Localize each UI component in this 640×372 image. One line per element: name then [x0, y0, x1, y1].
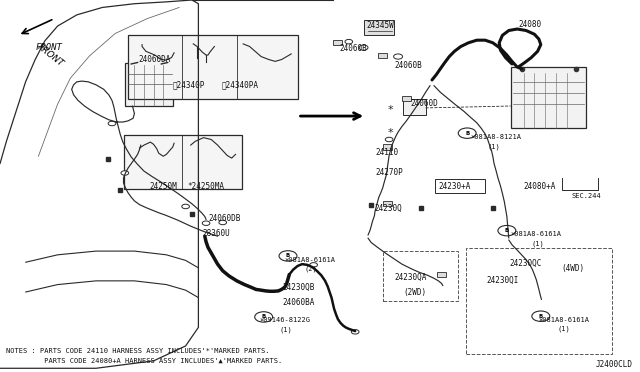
Text: 24060B: 24060B [339, 44, 367, 53]
Text: 24230QB: 24230QB [283, 283, 316, 292]
Bar [383, 144, 392, 150]
Text: B: B [505, 228, 509, 233]
Bar [383, 201, 392, 206]
Text: *24250MA: *24250MA [188, 182, 225, 191]
Text: ×081A8-8121A: ×081A8-8121A [470, 134, 522, 140]
Bar [364, 20, 394, 35]
Text: B: B [286, 253, 290, 259]
Text: 24270P: 24270P [376, 168, 403, 177]
Bar [125, 63, 173, 106]
Text: 24060D: 24060D [411, 99, 438, 108]
Text: 24230QI: 24230QI [486, 276, 519, 285]
Bar [383, 251, 458, 301]
Text: 24060DB: 24060DB [208, 214, 241, 223]
Text: 24230QC: 24230QC [509, 259, 542, 268]
Bar [124, 135, 242, 189]
Circle shape [255, 312, 273, 322]
Circle shape [279, 251, 297, 261]
Text: NOTES : PARTS CODE 24110 HARNESS ASSY INCLUDES'*'MARKED PARTS.: NOTES : PARTS CODE 24110 HARNESS ASSY IN… [6, 348, 270, 354]
Text: (1): (1) [279, 326, 292, 333]
Text: SEC.244: SEC.244 [572, 193, 601, 199]
Bar [402, 96, 411, 101]
Bar [333, 40, 342, 45]
Text: FRONT: FRONT [35, 43, 62, 52]
Text: *: * [388, 105, 393, 115]
Text: J2400CLD: J2400CLD [595, 360, 632, 369]
Text: B: B [465, 131, 469, 136]
Text: 24060DA: 24060DA [138, 55, 171, 64]
Circle shape [182, 204, 189, 209]
Text: 24230QA: 24230QA [395, 273, 428, 282]
Text: ×081A8-6161A: ×081A8-6161A [285, 257, 336, 263]
Text: 24230Q: 24230Q [374, 204, 402, 213]
Text: 24230+A: 24230+A [438, 182, 471, 191]
Bar [128, 35, 298, 99]
Text: (2): (2) [304, 266, 317, 272]
Text: 24250M: 24250M [150, 182, 177, 191]
Text: (1): (1) [532, 241, 545, 247]
Bar [466, 248, 612, 354]
Circle shape [532, 311, 550, 321]
Text: (1): (1) [557, 326, 570, 332]
Circle shape [498, 225, 516, 236]
Circle shape [351, 330, 359, 334]
Bar [511, 67, 586, 128]
Text: ⯈24340P: ⯈24340P [173, 80, 205, 89]
Text: (1): (1) [488, 143, 500, 150]
Text: B: B [539, 314, 543, 319]
Text: *: * [388, 128, 393, 138]
Text: 24060BA: 24060BA [283, 298, 316, 307]
Circle shape [394, 54, 403, 59]
Text: 24080: 24080 [518, 20, 541, 29]
Text: PARTS CODE 24080+A HARNESS ASSY INCLUDES'▲'MARKED PARTS.: PARTS CODE 24080+A HARNESS ASSY INCLUDES… [6, 358, 283, 364]
Bar [403, 99, 426, 115]
Bar [435, 179, 485, 193]
Circle shape [310, 263, 317, 267]
Circle shape [121, 171, 129, 175]
Text: (4WD): (4WD) [561, 264, 584, 273]
Text: (2WD): (2WD) [403, 288, 426, 297]
Text: ⯈24340PA: ⯈24340PA [222, 80, 259, 89]
Text: B: B [262, 314, 266, 320]
Circle shape [385, 137, 393, 142]
Text: 24060B: 24060B [395, 61, 422, 70]
Text: ×081A8-6161A: ×081A8-6161A [511, 231, 562, 237]
Text: ×081A8-6161A: ×081A8-6161A [538, 317, 589, 323]
Circle shape [108, 121, 116, 126]
Circle shape [458, 128, 476, 138]
Text: 24110: 24110 [376, 148, 399, 157]
Text: ×09146-8122G: ×09146-8122G [259, 317, 310, 323]
Circle shape [345, 39, 353, 44]
Circle shape [359, 45, 368, 50]
Text: 24080+A: 24080+A [524, 182, 556, 191]
Text: 24345W: 24345W [367, 21, 394, 30]
Bar [378, 53, 387, 58]
Bar [437, 272, 446, 277]
Circle shape [219, 220, 227, 225]
Circle shape [202, 221, 210, 225]
Text: FRONT: FRONT [35, 43, 65, 69]
Text: 28360U: 28360U [203, 229, 230, 238]
